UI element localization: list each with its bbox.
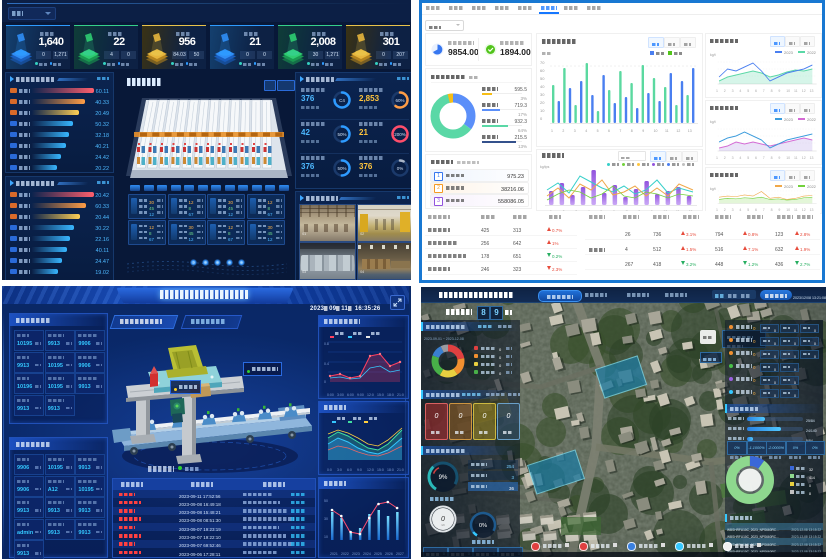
- svg-text:50%: 50%: [337, 132, 346, 137]
- svg-text:9%: 9%: [439, 475, 448, 481]
- svg-text:10: 10: [324, 535, 328, 539]
- svg-text:0: 0: [324, 380, 326, 384]
- svg-text:/20: /20: [441, 524, 445, 527]
- svg-text:0: 0: [441, 516, 445, 523]
- svg-text:200%: 200%: [394, 132, 406, 137]
- svg-text:30: 30: [324, 517, 328, 521]
- svg-text:0.4: 0.4: [324, 362, 329, 366]
- svg-text:C4: C4: [339, 98, 345, 103]
- svg-text:0%: 0%: [479, 523, 487, 529]
- svg-text:0%: 0%: [397, 166, 404, 171]
- svg-text:60%: 60%: [395, 98, 404, 103]
- svg-text:0.8: 0.8: [324, 342, 329, 346]
- svg-text:50%: 50%: [337, 166, 346, 171]
- svg-text:50: 50: [324, 499, 328, 503]
